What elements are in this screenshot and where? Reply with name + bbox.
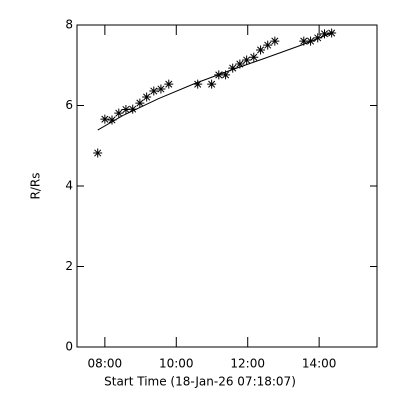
y-tick-label: 8: [65, 18, 73, 32]
data-point: [249, 52, 259, 62]
data-point: [100, 114, 110, 124]
data-point: [242, 55, 252, 65]
data-point: [207, 79, 217, 89]
data-point: [221, 70, 231, 80]
data-point: [235, 59, 245, 69]
y-tick-label: 4: [65, 179, 73, 193]
x-tick-label: 14:00: [302, 357, 337, 371]
x-tick-label: 10:00: [159, 357, 194, 371]
y-tick-label: 0: [65, 340, 73, 354]
data-point: [93, 148, 103, 158]
fit-line: [97, 31, 334, 131]
y-axis-label: R/Rs: [29, 173, 43, 200]
data-point: [164, 79, 174, 89]
data-point: [193, 79, 203, 89]
data-point: [320, 29, 329, 39]
data-point: [263, 40, 273, 50]
data-point: [299, 36, 309, 46]
data-point: [228, 63, 238, 73]
x-tick-label: 12:00: [230, 357, 265, 371]
x-axis-label: Start Time (18-Jan-26 07:18:07): [104, 375, 296, 389]
data-point: [121, 105, 131, 115]
data-point: [313, 33, 323, 43]
y-tick-label: 6: [65, 98, 73, 112]
y-tick-label: 2: [65, 259, 73, 273]
data-point: [128, 104, 138, 114]
data-point: [114, 108, 124, 118]
data-point: [270, 36, 280, 46]
data-point: [107, 115, 117, 125]
data-point: [156, 84, 166, 94]
data-point: [135, 98, 145, 108]
data-point: [149, 86, 159, 96]
data-point: [142, 92, 152, 102]
data-point: [256, 45, 266, 55]
x-tick-label: 08:00: [88, 357, 123, 371]
